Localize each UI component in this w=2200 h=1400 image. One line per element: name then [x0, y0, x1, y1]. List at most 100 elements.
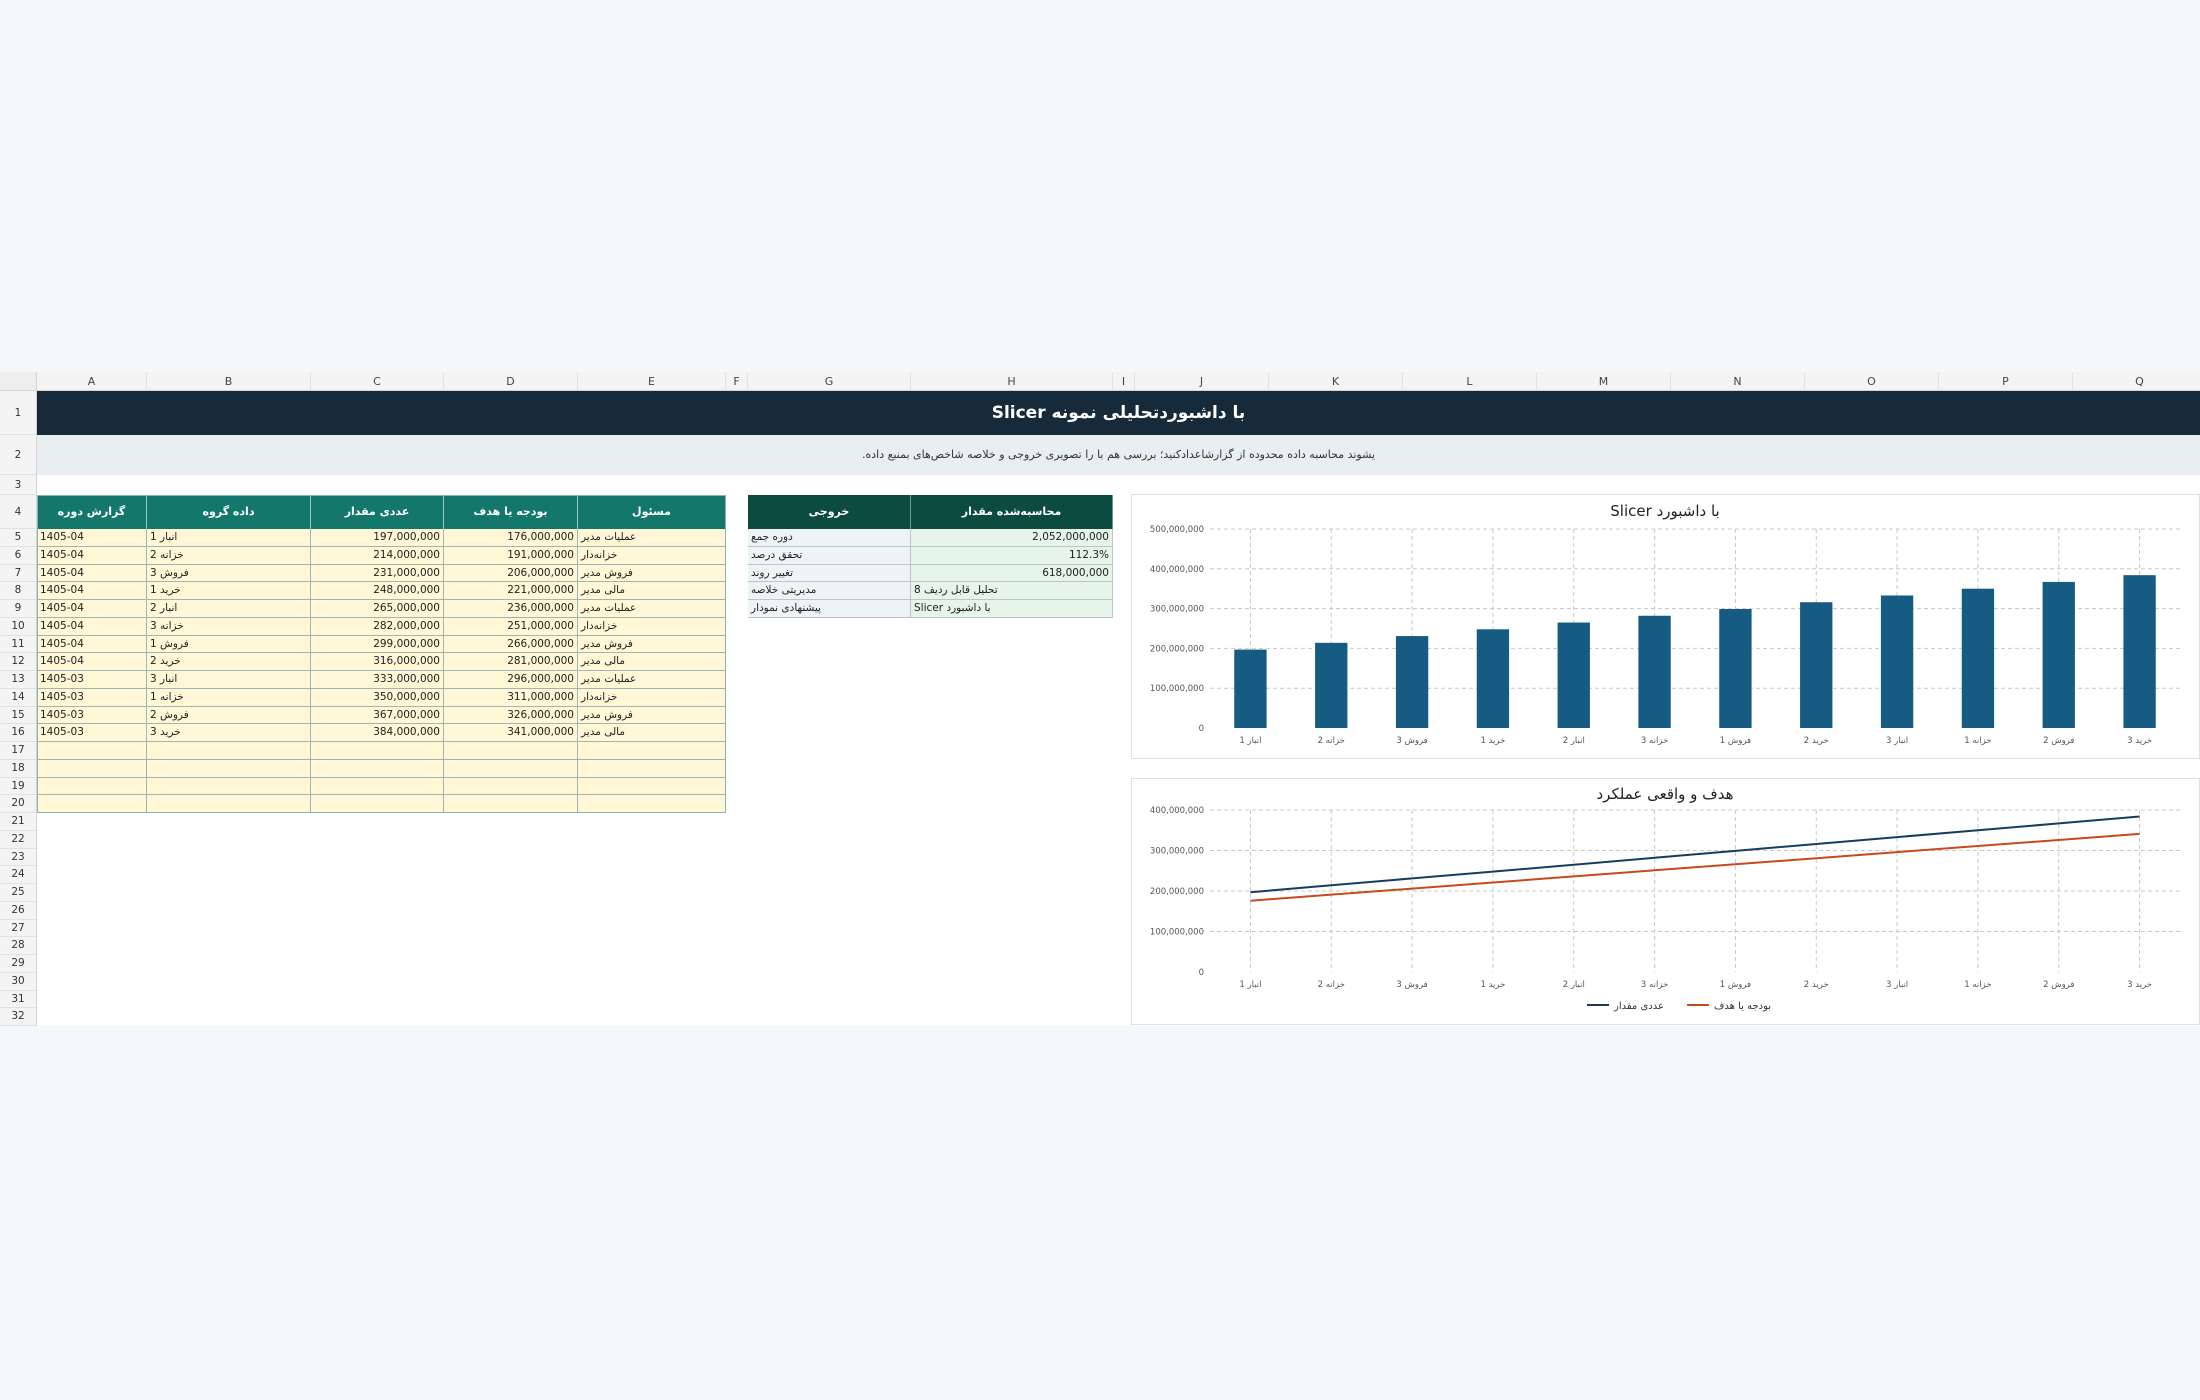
- empty-input-cell[interactable]: [578, 742, 726, 760]
- summary-table-header[interactable]: خروجی: [748, 495, 911, 529]
- data-table-cell[interactable]: 384,000,000: [311, 724, 444, 742]
- data-table-cell[interactable]: 206,000,000: [444, 564, 578, 583]
- row-header-11[interactable]: 11: [0, 635, 37, 654]
- column-header-P[interactable]: P: [1939, 372, 2073, 391]
- row-header-22[interactable]: 22: [0, 830, 37, 849]
- empty-input-cell[interactable]: [444, 795, 578, 813]
- data-table-cell[interactable]: 214,000,000: [311, 546, 444, 565]
- empty-input-cell[interactable]: [444, 759, 578, 778]
- row-header-32[interactable]: 32: [0, 1008, 37, 1026]
- data-table-cell[interactable]: 282,000,000: [311, 617, 444, 636]
- empty-input-cell[interactable]: [578, 795, 726, 813]
- column-header-F[interactable]: F: [726, 372, 748, 391]
- data-table-cell[interactable]: 3 خزانه: [147, 617, 311, 636]
- empty-input-cell[interactable]: [147, 777, 311, 796]
- data-table-cell[interactable]: 236,000,000: [444, 600, 578, 618]
- summary-label-cell[interactable]: دوره جمع: [748, 529, 911, 547]
- data-table-cell[interactable]: عملیات مدیر: [578, 671, 726, 689]
- row-header-7[interactable]: 7: [0, 564, 37, 583]
- empty-input-cell[interactable]: [578, 759, 726, 778]
- data-table-cell[interactable]: 341,000,000: [444, 724, 578, 742]
- empty-input-cell[interactable]: [37, 759, 147, 778]
- column-header-K[interactable]: K: [1269, 372, 1403, 391]
- data-table-cell[interactable]: 1405-04: [37, 653, 147, 671]
- data-table-header[interactable]: بودجه یا هدف: [444, 495, 578, 529]
- data-table-header[interactable]: گزارش دوره: [37, 495, 147, 529]
- summary-label-cell[interactable]: مدیریتی خلاصه: [748, 582, 911, 600]
- row-header-2[interactable]: 2: [0, 435, 37, 475]
- data-table-header[interactable]: مسئول: [578, 495, 726, 529]
- row-header-23[interactable]: 23: [0, 848, 37, 867]
- summary-label-cell[interactable]: تغییر روند: [748, 564, 911, 583]
- data-table-cell[interactable]: فروش مدیر: [578, 564, 726, 583]
- line-chart[interactable]: هدف و واقعی عملکرد 0 100,000,000 200,000,00…: [1131, 778, 2200, 1025]
- row-header-25[interactable]: 25: [0, 884, 37, 902]
- data-table-cell[interactable]: 1 فروش: [147, 635, 311, 654]
- summary-table-header[interactable]: محاسبه‌شده مقدار: [911, 495, 1113, 529]
- row-header-5[interactable]: 5: [0, 529, 37, 547]
- column-header-A[interactable]: A: [37, 372, 147, 391]
- data-table-cell[interactable]: 176,000,000: [444, 529, 578, 547]
- row-header-13[interactable]: 13: [0, 671, 37, 689]
- empty-input-cell[interactable]: [37, 742, 147, 760]
- data-table-cell[interactable]: 299,000,000: [311, 635, 444, 654]
- data-table-cell[interactable]: 1405-04: [37, 564, 147, 583]
- row-header-15[interactable]: 15: [0, 706, 37, 725]
- data-table-cell[interactable]: 265,000,000: [311, 600, 444, 618]
- bar-chart[interactable]: Slicer با داشبورد 0 100,000,000 200,000,000…: [1131, 494, 2200, 759]
- summary-label-cell[interactable]: تحقق درصد: [748, 546, 911, 565]
- row-header-9[interactable]: 9: [0, 600, 37, 618]
- row-header-6[interactable]: 6: [0, 546, 37, 565]
- column-header-B[interactable]: B: [147, 372, 311, 391]
- data-table-cell[interactable]: مالی مدیر: [578, 724, 726, 742]
- data-table-cell[interactable]: 3 فروش: [147, 564, 311, 583]
- column-header-N[interactable]: N: [1671, 372, 1805, 391]
- summary-value-cell[interactable]: Slicer با داشبورد: [911, 600, 1113, 618]
- dashboard-subtitle[interactable]: .یشوند محاسبه داده محدوده از گزارشاعدادک…: [37, 435, 2200, 475]
- data-table-cell[interactable]: 266,000,000: [444, 635, 578, 654]
- column-header-D[interactable]: D: [444, 372, 578, 391]
- row-header-20[interactable]: 20: [0, 795, 37, 813]
- data-table-cell[interactable]: 281,000,000: [444, 653, 578, 671]
- row-header-18[interactable]: 18: [0, 759, 37, 778]
- data-table-header[interactable]: داده گروه: [147, 495, 311, 529]
- column-header-L[interactable]: L: [1403, 372, 1537, 391]
- row-header-27[interactable]: 27: [0, 919, 37, 938]
- summary-value-cell[interactable]: 618,000,000: [911, 564, 1113, 583]
- data-table-cell[interactable]: 251,000,000: [444, 617, 578, 636]
- row-header-31[interactable]: 31: [0, 990, 37, 1009]
- data-table-cell[interactable]: خزانه‌دار: [578, 617, 726, 636]
- data-table-cell[interactable]: مالی مدیر: [578, 582, 726, 600]
- data-table-cell[interactable]: خزانه‌دار: [578, 546, 726, 565]
- row-header-28[interactable]: 28: [0, 937, 37, 955]
- data-table-cell[interactable]: 197,000,000: [311, 529, 444, 547]
- row-header-3[interactable]: 3: [0, 475, 37, 495]
- column-header-M[interactable]: M: [1537, 372, 1671, 391]
- empty-input-cell[interactable]: [311, 795, 444, 813]
- row-header-21[interactable]: 21: [0, 813, 37, 831]
- data-table-cell[interactable]: 1405-04: [37, 582, 147, 600]
- data-table-header[interactable]: عددی مقدار: [311, 495, 444, 529]
- row-header-30[interactable]: 30: [0, 972, 37, 991]
- column-header-H[interactable]: H: [911, 372, 1113, 391]
- empty-input-cell[interactable]: [37, 777, 147, 796]
- data-table-cell[interactable]: مالی مدیر: [578, 653, 726, 671]
- data-table-cell[interactable]: 1405-04: [37, 600, 147, 618]
- data-table-cell[interactable]: 1405-04: [37, 635, 147, 654]
- column-header-Q[interactable]: Q: [2073, 372, 2200, 391]
- data-table-cell[interactable]: 1405-04: [37, 529, 147, 547]
- row-header-17[interactable]: 17: [0, 742, 37, 760]
- empty-input-cell[interactable]: [444, 742, 578, 760]
- data-table-cell[interactable]: 350,000,000: [311, 688, 444, 707]
- empty-input-cell[interactable]: [311, 742, 444, 760]
- data-table-cell[interactable]: 1405-03: [37, 671, 147, 689]
- row-header-12[interactable]: 12: [0, 653, 37, 671]
- summary-label-cell[interactable]: پیشنهادی نمودار: [748, 600, 911, 618]
- data-table-cell[interactable]: 231,000,000: [311, 564, 444, 583]
- select-all-corner[interactable]: [0, 372, 37, 391]
- data-table-cell[interactable]: فروش مدیر: [578, 706, 726, 725]
- row-header-4[interactable]: 4: [0, 495, 37, 529]
- empty-input-cell[interactable]: [147, 742, 311, 760]
- data-table-cell[interactable]: 248,000,000: [311, 582, 444, 600]
- summary-value-cell[interactable]: 2,052,000,000: [911, 529, 1113, 547]
